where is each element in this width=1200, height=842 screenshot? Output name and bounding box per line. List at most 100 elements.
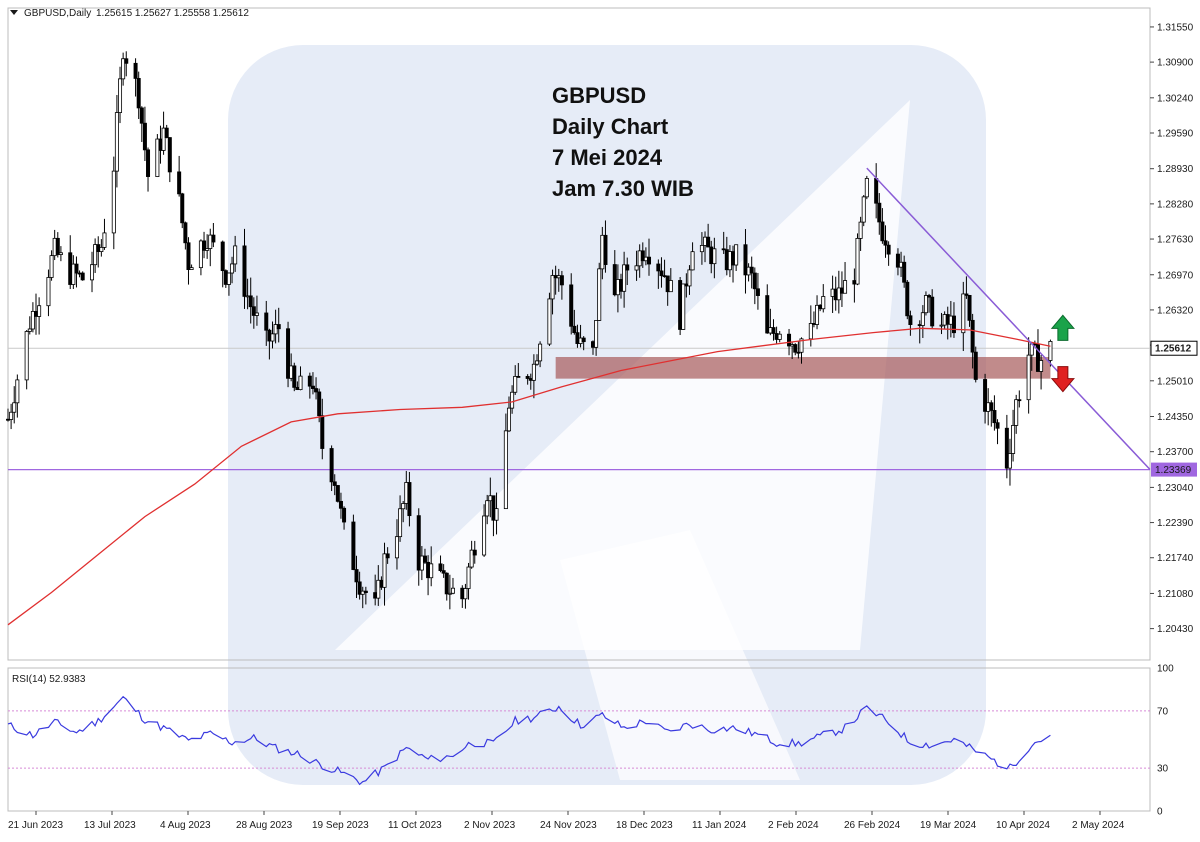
candle-bull <box>254 312 259 316</box>
candle-bull <box>71 263 76 285</box>
candle-bull <box>37 305 42 317</box>
candle-bull <box>161 127 166 151</box>
price-tick-label: 1.30240 <box>1157 93 1194 104</box>
candle-bull <box>513 376 518 393</box>
price-tick-label: 1.26320 <box>1157 305 1194 316</box>
candle-bear <box>902 261 907 283</box>
candle-bear <box>286 328 291 379</box>
candle-bear <box>202 240 207 251</box>
candle-bear <box>659 270 664 277</box>
candle-bull <box>622 264 627 292</box>
candle-bull <box>93 244 98 266</box>
candle-bull <box>821 296 826 310</box>
candle-bear <box>183 222 188 244</box>
candle-bull <box>836 287 841 301</box>
annotation-line-2: Daily Chart <box>552 114 669 139</box>
candle-bear <box>793 344 798 353</box>
candle-bear <box>220 241 225 272</box>
candle-bear <box>80 272 85 281</box>
candle-bull <box>939 324 944 327</box>
price-tick-label: 1.23700 <box>1157 447 1194 458</box>
candle-bear <box>951 315 956 334</box>
time-tick-label: 2 Feb 2024 <box>768 820 819 831</box>
price-tick-label: 1.21080 <box>1157 589 1194 600</box>
dropdown-triangle-icon[interactable] <box>10 10 18 15</box>
candle-bear <box>124 58 129 64</box>
candle-bear <box>886 244 891 255</box>
candle-bear <box>581 337 586 343</box>
candle-bear <box>248 295 253 308</box>
candle-bear <box>320 415 325 449</box>
candle-bear <box>1017 399 1022 402</box>
candle-bear <box>908 315 913 325</box>
candle-bull <box>861 196 866 223</box>
time-tick-label: 21 Jun 2023 <box>8 820 63 831</box>
candle-bull <box>30 310 35 330</box>
candle-bull <box>550 275 555 300</box>
candle-bull <box>394 536 399 559</box>
price-axis: 1.31550 1.30900 1.30240 1.29590 1.28930 1.282… <box>8 22 1198 635</box>
candle-bear <box>242 245 247 297</box>
candle-bull <box>681 283 686 330</box>
candle-bear <box>139 107 144 124</box>
candle-bear <box>930 296 935 327</box>
candle-bull <box>815 304 820 325</box>
candle-bull <box>712 248 717 265</box>
annotation-text: GBPUSD Daily Chart 7 Mei 2024 Jam 7.30 W… <box>552 83 694 201</box>
candle-bear <box>342 507 347 523</box>
price-panel <box>7 7 1151 661</box>
candle-bull <box>46 277 51 307</box>
supply-zone-rect <box>555 356 1051 379</box>
candle-bull <box>27 328 32 332</box>
candle-bull <box>855 238 860 285</box>
price-tick-label: 1.20430 <box>1157 624 1194 635</box>
candle-bull <box>1014 399 1019 426</box>
candle-bear <box>640 250 645 262</box>
candle-bull <box>198 240 203 269</box>
candle-bull <box>401 503 406 510</box>
candle-bull <box>233 245 238 265</box>
time-tick-label: 28 Aug 2023 <box>236 820 293 831</box>
candle-bear <box>749 266 754 274</box>
candle-bull <box>121 58 126 80</box>
candle-bear <box>385 553 390 559</box>
down-arrow-icon <box>1050 366 1075 393</box>
candle-bull <box>111 170 116 234</box>
candle-bull <box>531 363 536 381</box>
candle-bear <box>441 570 446 574</box>
price-tick-label: 1.26970 <box>1157 270 1194 281</box>
candle-bull <box>923 295 928 314</box>
price-tick-label: 1.31550 <box>1157 22 1194 33</box>
candle-bull <box>226 272 231 285</box>
candle-bear <box>603 234 608 265</box>
time-tick-label: 2 Nov 2023 <box>464 820 516 831</box>
time-tick-label: 10 Apr 2024 <box>996 820 1050 831</box>
candle-bull <box>99 247 104 252</box>
candle-bear <box>264 312 269 331</box>
candle-bear <box>765 295 770 334</box>
candle-bear <box>133 62 138 79</box>
candle-bear <box>180 193 185 224</box>
candle-bear <box>787 333 792 347</box>
annotation-line-3: 7 Mei 2024 <box>552 145 663 170</box>
candle-bull <box>1026 354 1031 401</box>
candle-bull <box>920 312 925 326</box>
candle-bull <box>189 267 194 271</box>
candle-bear <box>525 376 530 379</box>
candle-bear <box>314 388 319 393</box>
candle-bull <box>49 255 54 278</box>
support-price-box <box>1151 462 1197 477</box>
candle-bull <box>463 588 468 600</box>
candle-bull <box>1007 453 1012 469</box>
current-price-box <box>1150 340 1198 356</box>
candle-bear <box>752 272 757 290</box>
candle-bull <box>270 333 275 342</box>
candle-bull <box>858 221 863 239</box>
candle-bear <box>164 127 169 138</box>
price-tick-label: 1.27630 <box>1157 235 1194 246</box>
candle-bear <box>755 288 760 296</box>
candle-bull <box>419 555 424 571</box>
candle-bull <box>668 280 673 293</box>
candle-bull <box>506 407 511 432</box>
